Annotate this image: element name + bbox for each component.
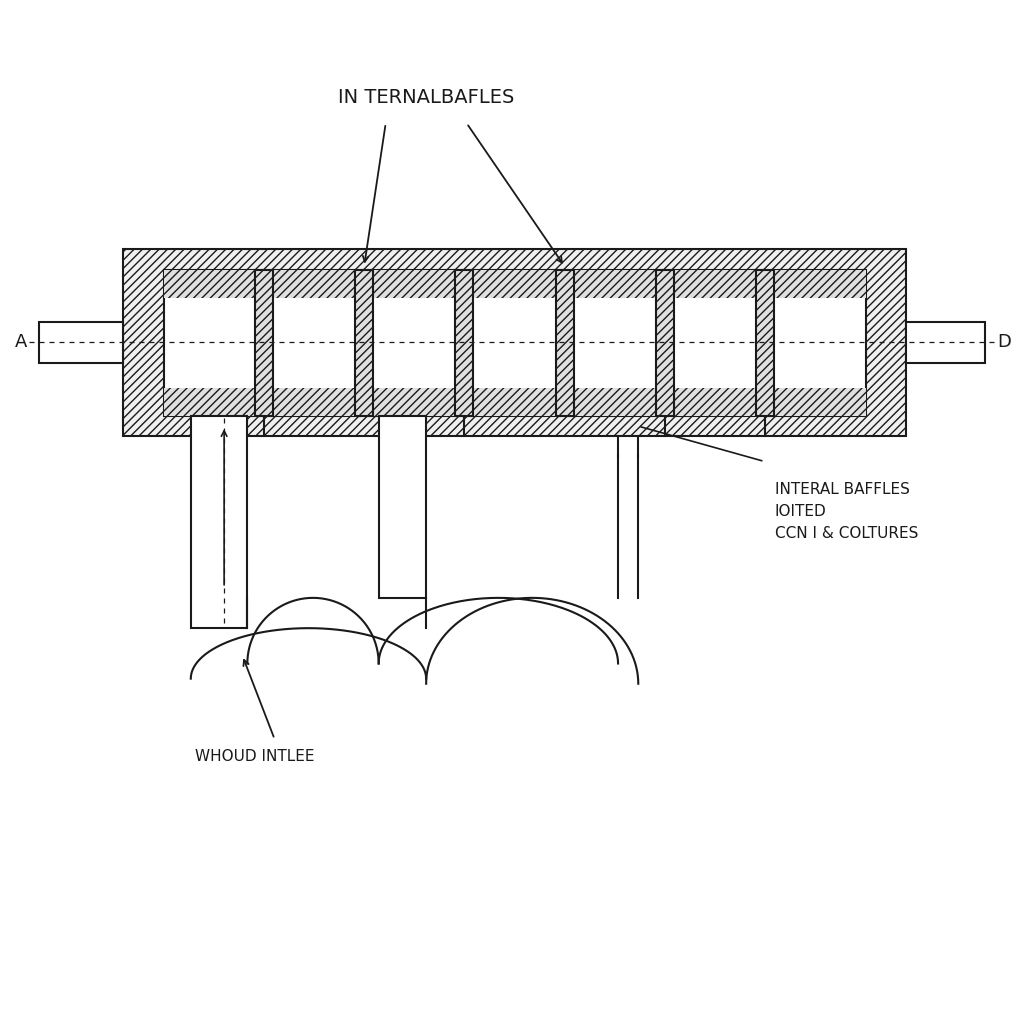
Bar — [456, 269, 473, 416]
Bar — [190, 416, 248, 628]
Text: A: A — [14, 333, 28, 351]
Text: INTERAL BAFFLES
IOITED
CCN I & COLTURES: INTERAL BAFFLES IOITED CCN I & COLTURES — [774, 481, 918, 541]
Bar — [655, 269, 674, 416]
Bar — [164, 269, 865, 416]
Bar — [164, 388, 865, 416]
Text: IN TERNALBAFLES: IN TERNALBAFLES — [338, 88, 514, 108]
Bar — [255, 269, 272, 416]
Bar — [906, 323, 985, 362]
Bar — [556, 269, 573, 416]
Bar — [39, 323, 123, 362]
Bar — [355, 269, 373, 416]
Bar — [164, 269, 865, 298]
Text: WHOUD INTLEE: WHOUD INTLEE — [195, 750, 314, 764]
Bar — [123, 250, 906, 436]
Text: D: D — [996, 333, 1011, 351]
Bar — [756, 269, 774, 416]
Bar — [379, 416, 426, 598]
